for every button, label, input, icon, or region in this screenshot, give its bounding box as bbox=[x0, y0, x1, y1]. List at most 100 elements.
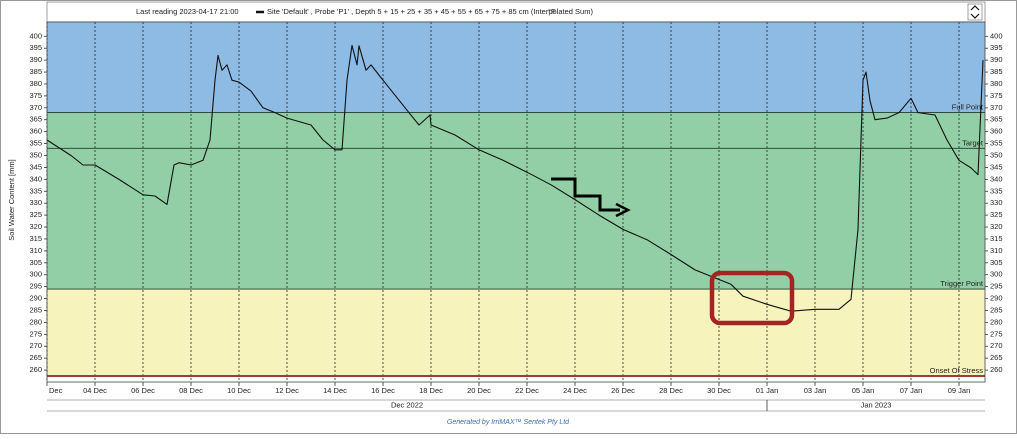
x-tick-label: 16 Dec bbox=[371, 386, 395, 395]
y2-tick-label: 345 bbox=[990, 162, 1003, 171]
plot: Dec 04 Dec 06 Dec 08 Dec 10 Dec 12 Dec 14 Dec 1… bbox=[29, 21, 1003, 412]
y-tick-label: 265 bbox=[29, 353, 42, 362]
x-tick-label: 06 Dec bbox=[131, 386, 155, 395]
y2-tick-label: 385 bbox=[990, 67, 1003, 76]
y2-tick-label: 325 bbox=[990, 210, 1003, 219]
arrow-annotation bbox=[551, 177, 620, 212]
x-tick-label: 22 Dec bbox=[515, 386, 539, 395]
x-tick-label: 30 Dec bbox=[707, 386, 731, 395]
y2-tick-label: 275 bbox=[990, 329, 1003, 338]
y-tick-label: 315 bbox=[29, 234, 42, 243]
y-tick-label: 310 bbox=[29, 246, 42, 255]
arrow-head bbox=[615, 202, 631, 218]
y-tick-label: 260 bbox=[29, 365, 42, 374]
x-tick-label: 14 Dec bbox=[323, 386, 347, 395]
y2-tick-label: 310 bbox=[990, 246, 1003, 255]
y-tick-label: 375 bbox=[29, 91, 42, 100]
y-tick-label: 305 bbox=[29, 258, 42, 267]
y-tick-label: 390 bbox=[29, 55, 42, 64]
y2-tick-label: 350 bbox=[990, 150, 1003, 159]
y-tick-label: 300 bbox=[29, 270, 42, 279]
month-label: Dec 2022 bbox=[391, 400, 423, 409]
reference-label: Trigger Point bbox=[940, 279, 984, 288]
y-tick-label: 320 bbox=[29, 222, 42, 231]
y2-tick-label: 380 bbox=[990, 79, 1003, 88]
y2-tick-label: 400 bbox=[990, 31, 1003, 40]
x-tick-label: 01 Jan bbox=[756, 386, 779, 395]
y2-tick-label: 340 bbox=[990, 174, 1003, 183]
x-tick-label: Dec bbox=[49, 386, 63, 395]
highlight-box bbox=[709, 270, 795, 326]
y2-tick-label: 360 bbox=[990, 127, 1003, 136]
plot-border bbox=[46, 21, 986, 383]
y-tick-label: 340 bbox=[29, 174, 42, 183]
y-tick-label: 270 bbox=[29, 341, 42, 350]
y2-tick-label: 390 bbox=[990, 55, 1003, 64]
y2-tick-label: 375 bbox=[990, 91, 1003, 100]
y-tick-label: 280 bbox=[29, 317, 42, 326]
y-tick-label: 395 bbox=[29, 43, 42, 52]
y2-tick-label: 370 bbox=[990, 103, 1003, 112]
y-tick-label: 350 bbox=[29, 150, 42, 159]
x-tick-label: 07 Jan bbox=[900, 386, 923, 395]
x-tick-label: 09 Jan bbox=[948, 386, 971, 395]
x-tick-label: 18 Dec bbox=[419, 386, 443, 395]
y2-tick-label: 355 bbox=[990, 139, 1003, 148]
x-tick-label: 20 Dec bbox=[467, 386, 491, 395]
y2-tick-label: 320 bbox=[990, 222, 1003, 231]
y2-tick-label: 295 bbox=[990, 282, 1003, 291]
zoom-button[interactable] bbox=[967, 3, 983, 21]
zoom-glyph bbox=[970, 5, 980, 19]
reference-label: Full Point bbox=[952, 103, 984, 112]
y-tick-label: 365 bbox=[29, 115, 42, 124]
reference-label: Onset Of Stress bbox=[930, 366, 984, 375]
x-tick-label: 10 Dec bbox=[227, 386, 251, 395]
zoom-icon[interactable] bbox=[967, 3, 983, 21]
y-tick-label: 330 bbox=[29, 198, 42, 207]
y2-tick-label: 330 bbox=[990, 198, 1003, 207]
x-tick-label: 05 Jan bbox=[852, 386, 875, 395]
y-tick-label: 295 bbox=[29, 282, 42, 291]
footer: Generated by IrriMAX™ Sentek Pty Ltd bbox=[447, 419, 570, 426]
annotations bbox=[551, 177, 795, 326]
x-tick-label: 12 Dec bbox=[275, 386, 299, 395]
month-label: Jan 2023 bbox=[861, 400, 892, 409]
y-tick-label: 285 bbox=[29, 305, 42, 314]
y2-tick-label: 300 bbox=[990, 270, 1003, 279]
y2-tick-label: 335 bbox=[990, 186, 1003, 195]
legend-label: Site 'Default' , Probe 'P1' , Depth 5 + … bbox=[267, 7, 593, 16]
y-tick-label: 275 bbox=[29, 329, 42, 338]
y2-tick-label: 285 bbox=[990, 305, 1003, 314]
y-tick-label: 370 bbox=[29, 103, 42, 112]
unit-note: °F bbox=[548, 7, 556, 16]
y2-tick-label: 290 bbox=[990, 294, 1003, 303]
x-tick-label: 04 Dec bbox=[83, 386, 107, 395]
y2-tick-label: 265 bbox=[990, 353, 1003, 362]
y2-tick-label: 280 bbox=[990, 317, 1003, 326]
y2-tick-label: 305 bbox=[990, 258, 1003, 267]
y-tick-label: 360 bbox=[29, 127, 42, 136]
y2-tick-label: 395 bbox=[990, 43, 1003, 52]
header-text: Last reading 2023-04-17 21:00 bbox=[136, 7, 239, 16]
y-axis-label: Soil Water Content [mm] bbox=[7, 159, 16, 240]
x-tick-label: 26 Dec bbox=[611, 386, 635, 395]
reference-label: Target bbox=[962, 138, 984, 147]
x-tick-label: 03 Jan bbox=[804, 386, 827, 395]
y-tick-label: 400 bbox=[29, 31, 42, 40]
y-tick-label: 345 bbox=[29, 162, 42, 171]
y-tick-label: 325 bbox=[29, 210, 42, 219]
y-tick-label: 290 bbox=[29, 294, 42, 303]
y2-tick-label: 270 bbox=[990, 341, 1003, 350]
zone-band bbox=[47, 22, 985, 113]
y-tick-label: 335 bbox=[29, 186, 42, 195]
y2-tick-label: 260 bbox=[990, 365, 1003, 374]
zone-band bbox=[47, 112, 985, 290]
y2-tick-label: 315 bbox=[990, 234, 1003, 243]
x-tick-label: 28 Dec bbox=[659, 386, 683, 395]
y2-tick-label: 365 bbox=[990, 115, 1003, 124]
x-tick-label: 24 Dec bbox=[563, 386, 587, 395]
y-tick-label: 380 bbox=[29, 79, 42, 88]
data-line bbox=[46, 44, 984, 312]
